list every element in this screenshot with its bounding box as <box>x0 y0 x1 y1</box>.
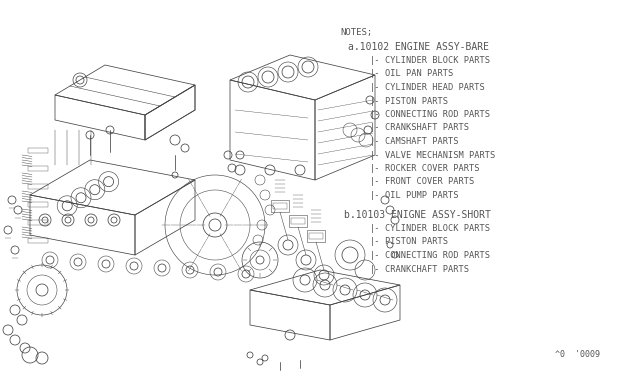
Text: CYLINDER BLOCK PARTS: CYLINDER BLOCK PARTS <box>385 56 490 65</box>
Text: |-: |- <box>370 164 381 173</box>
Bar <box>273 203 287 209</box>
Bar <box>28 220 48 225</box>
Text: ROCKER COVER PARTS: ROCKER COVER PARTS <box>385 164 479 173</box>
Text: VALVE MECHANISM PARTS: VALVE MECHANISM PARTS <box>385 151 495 160</box>
Text: |-: |- <box>370 151 381 160</box>
Text: |-: |- <box>370 177 381 186</box>
Text: FRONT COVER PARTS: FRONT COVER PARTS <box>385 177 474 186</box>
Text: ^0  '0009: ^0 '0009 <box>555 350 600 359</box>
Bar <box>309 233 323 239</box>
Text: CAMSHAFT PARTS: CAMSHAFT PARTS <box>385 137 458 146</box>
Text: |-: |- <box>370 124 381 132</box>
Text: CYLINDER HEAD PARTS: CYLINDER HEAD PARTS <box>385 83 484 92</box>
Text: NOTES;: NOTES; <box>340 28 372 37</box>
Text: |-: |- <box>370 191 381 200</box>
Text: a.10102 ENGINE ASSY-BARE: a.10102 ENGINE ASSY-BARE <box>348 42 489 52</box>
Bar <box>28 166 48 171</box>
Text: b.10103 ENIGNE ASSY-SHORT: b.10103 ENIGNE ASSY-SHORT <box>344 210 491 220</box>
Bar <box>28 184 48 189</box>
Text: |-: |- <box>370 264 381 273</box>
Text: OIL PUMP PARTS: OIL PUMP PARTS <box>385 191 458 200</box>
Text: CYLINDER BLOCK PARTS: CYLINDER BLOCK PARTS <box>385 224 490 233</box>
Text: |-: |- <box>370 224 381 233</box>
Text: PISTON PARTS: PISTON PARTS <box>385 237 448 247</box>
Text: |-: |- <box>370 237 381 247</box>
Text: CRANKCHAFT PARTS: CRANKCHAFT PARTS <box>385 264 469 273</box>
Text: |-: |- <box>370 251 381 260</box>
Text: CRANKSHAFT PARTS: CRANKSHAFT PARTS <box>385 124 469 132</box>
Text: |-: |- <box>370 110 381 119</box>
Text: |-: |- <box>370 70 381 78</box>
Text: |-: |- <box>370 137 381 146</box>
Text: CONNECTING ROD PARTS: CONNECTING ROD PARTS <box>385 251 490 260</box>
Bar <box>28 148 48 153</box>
Text: |-: |- <box>370 83 381 92</box>
Text: OIL PAN PARTS: OIL PAN PARTS <box>385 70 453 78</box>
Text: |-: |- <box>370 96 381 106</box>
Text: PISTON PARTS: PISTON PARTS <box>385 96 448 106</box>
Bar <box>289 215 307 227</box>
Text: |-: |- <box>370 56 381 65</box>
Bar <box>271 200 289 212</box>
Bar <box>28 202 48 207</box>
Text: CONNECTING ROD PARTS: CONNECTING ROD PARTS <box>385 110 490 119</box>
Bar <box>307 230 325 242</box>
Bar <box>28 238 48 243</box>
Bar <box>291 218 305 224</box>
